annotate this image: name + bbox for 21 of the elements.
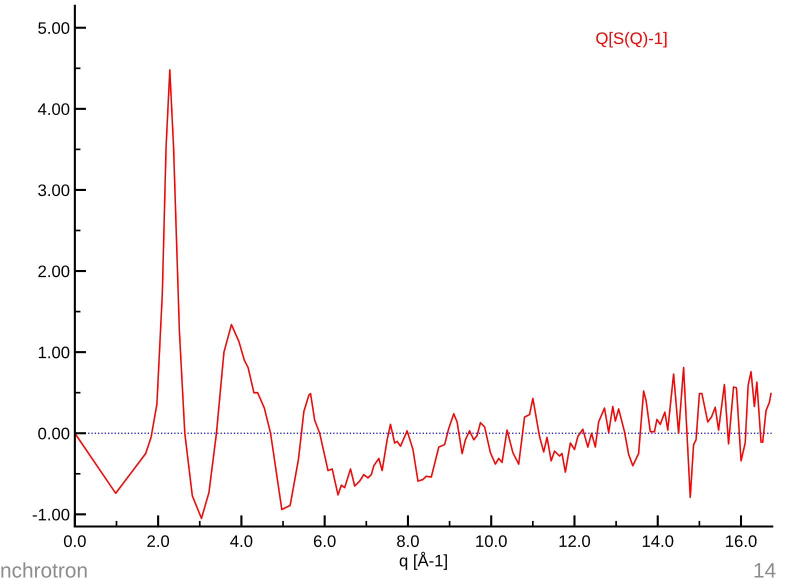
y-tick-label: 5.00 bbox=[38, 22, 70, 34]
y-tick-label: 1.00 bbox=[38, 346, 70, 358]
y-tick-label: 0.00 bbox=[38, 428, 70, 440]
x-tick-label: 10.0 bbox=[476, 535, 507, 548]
x-tick-label: 6.0 bbox=[314, 535, 336, 548]
text: 14 bbox=[754, 563, 776, 578]
x-axis-title: q [Å-1] bbox=[400, 552, 447, 570]
y-tick-label: 3.00 bbox=[38, 184, 70, 196]
y-tick-label: 4.00 bbox=[38, 103, 70, 116]
y-tick-label: -1.00 bbox=[32, 508, 70, 521]
x-tick-label: 8.0 bbox=[397, 535, 419, 548]
text: nchrotron bbox=[1, 562, 87, 578]
x-tick-label: 14.0 bbox=[642, 535, 674, 548]
x-tick-label: 2.0 bbox=[147, 535, 170, 548]
x-tick-label: 16.0 bbox=[726, 535, 757, 548]
x-tick-label: 12.0 bbox=[560, 535, 590, 548]
x-tick-label: 4.0 bbox=[230, 535, 252, 548]
text: Q[S(Q)-1] bbox=[596, 32, 666, 48]
line-series bbox=[74, 69, 772, 520]
y-tick-label: 2.00 bbox=[38, 265, 70, 278]
x-tick-label: 0.0 bbox=[64, 535, 86, 548]
